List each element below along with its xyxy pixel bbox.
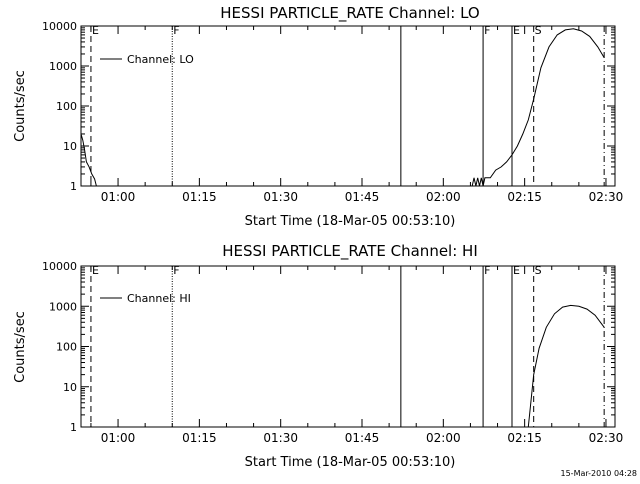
chart-title: HESSI PARTICLE_RATE Channel: HI xyxy=(222,242,478,261)
legend-label: Channel: HI xyxy=(127,292,191,305)
event-marker-label: E xyxy=(513,24,520,37)
plot-area: 1 10 100 1000 10000 01:00 01:15 01:30 01:45 02:00… xyxy=(42,20,623,204)
event-marker-label: S xyxy=(535,24,542,37)
event-marker-label: F xyxy=(484,24,490,37)
y-tick-label: 100 xyxy=(56,100,77,113)
event-marker-label: F xyxy=(173,264,179,277)
plot-area: 1 10 100 1000 10000 01:00 01:15 01:30 01:45 02:00… xyxy=(42,260,623,445)
y-tick-label: 10000 xyxy=(42,260,77,273)
y-tick-label: 10 xyxy=(63,381,77,394)
y-tick-label: 100 xyxy=(56,341,77,354)
x-tick-label: 01:00 xyxy=(101,190,136,204)
y-tick-label: 1 xyxy=(70,421,77,434)
y-axis-label: Counts/sec xyxy=(13,70,28,142)
event-marker-label: F xyxy=(484,264,490,277)
panel-lo: HESSI PARTICLE_RATE Channel: LO Counts/s… xyxy=(13,4,623,229)
chart-title: HESSI PARTICLE_RATE Channel: LO xyxy=(220,4,479,23)
x-tick-label: 02:15 xyxy=(507,431,542,445)
x-tick-label: 01:45 xyxy=(345,431,380,445)
y-tick-label: 1 xyxy=(70,180,77,193)
x-axis-label: Start Time (18-Mar-05 00:53:10) xyxy=(245,455,456,470)
y-tick-label: 1000 xyxy=(49,60,77,73)
plot-frame xyxy=(80,265,616,428)
event-marker-label: E xyxy=(513,264,520,277)
x-tick-label: 01:15 xyxy=(182,431,217,445)
series-line xyxy=(527,304,605,428)
y-axis-label: Counts/sec xyxy=(13,311,28,383)
series-line xyxy=(471,28,605,187)
plot-frame xyxy=(80,25,616,187)
x-tick-label: 02:15 xyxy=(507,190,542,204)
event-marker-label: F xyxy=(173,24,179,37)
event-marker-label: E xyxy=(92,264,99,277)
footer-timestamp: 15-Mar-2010 04:28 xyxy=(561,469,638,478)
x-tick-label: 01:00 xyxy=(101,431,136,445)
y-tick-label: 10 xyxy=(63,140,77,153)
x-tick-label: 01:15 xyxy=(182,190,217,204)
x-tick-label: 02:00 xyxy=(426,431,461,445)
panel-hi: HESSI PARTICLE_RATE Channel: HI Counts/s… xyxy=(13,242,623,470)
series-line xyxy=(80,133,97,187)
x-tick-label: 02:30 xyxy=(589,190,624,204)
x-tick-label: 01:45 xyxy=(345,190,380,204)
y-tick-label: 1000 xyxy=(49,300,77,313)
event-marker-label: E xyxy=(92,24,99,37)
x-tick-label: 02:00 xyxy=(426,190,461,204)
x-tick-label: 01:30 xyxy=(263,190,298,204)
event-marker-label: S xyxy=(535,264,542,277)
y-tick-label: 10000 xyxy=(42,20,77,33)
x-tick-label: 02:30 xyxy=(589,431,624,445)
legend-label: Channel: LO xyxy=(127,53,194,66)
x-tick-label: 01:30 xyxy=(263,431,298,445)
x-axis-label: Start Time (18-Mar-05 00:53:10) xyxy=(245,214,456,229)
